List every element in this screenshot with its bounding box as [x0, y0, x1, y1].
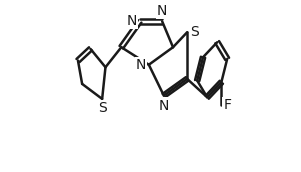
Text: F: F	[223, 98, 231, 112]
Text: N: N	[159, 99, 169, 113]
Text: N: N	[157, 4, 167, 18]
Text: N: N	[136, 58, 146, 72]
Text: N: N	[126, 14, 137, 28]
Text: S: S	[98, 101, 107, 115]
Text: S: S	[190, 25, 198, 39]
